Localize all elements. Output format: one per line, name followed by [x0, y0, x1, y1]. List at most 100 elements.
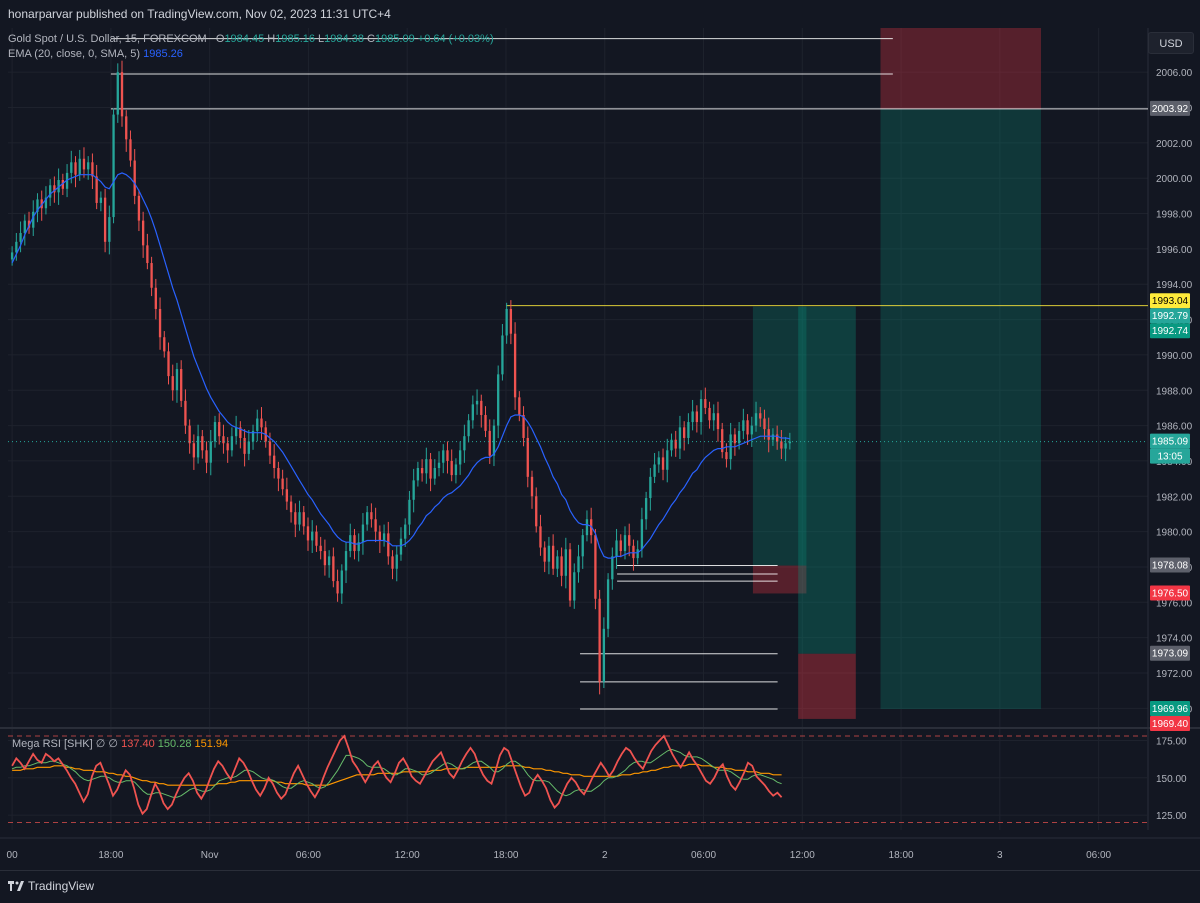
candle-body [573, 572, 576, 601]
rsi-sym-2: ∅ [108, 738, 119, 750]
candle-body [446, 450, 449, 461]
candle-body [611, 556, 614, 580]
price-tick-label: 1996.00 [1156, 245, 1193, 256]
position-box [798, 653, 856, 719]
price-label-box [1150, 308, 1190, 324]
candle-body [243, 437, 246, 454]
price-label-text: 1992.79 [1152, 311, 1189, 322]
price-label-box [1150, 557, 1190, 573]
candle-body [87, 162, 90, 170]
candle-body [742, 420, 745, 431]
time-tick-label: 00 [7, 850, 19, 861]
price-tick-label: 2006.00 [1156, 68, 1193, 79]
candle-body [78, 158, 81, 175]
ema-label[interactable]: EMA (20, close, 0, SMA, 5) [8, 48, 141, 60]
candle-body [420, 468, 424, 474]
candle-body [535, 496, 538, 527]
candle-body [560, 556, 563, 576]
candle-body [53, 185, 56, 193]
candle-body [306, 526, 310, 541]
rsi-sym-1: ∅ [95, 738, 106, 750]
candle-body [382, 533, 386, 541]
price-label-box [1150, 293, 1190, 309]
candle-body [213, 422, 217, 442]
candle-body [598, 598, 601, 682]
candle-body [518, 397, 521, 415]
time-tick-label: 12:00 [790, 850, 815, 861]
candle-body [695, 411, 699, 423]
price-label-text: 1976.50 [1152, 588, 1189, 599]
candle-body [95, 176, 98, 203]
candle-body [251, 430, 255, 442]
time-tick-label: 18:00 [493, 850, 518, 861]
candle-body [619, 540, 622, 552]
rsi-name[interactable]: Mega RSI [SHK] [12, 738, 93, 750]
candle-body [775, 434, 779, 442]
candle-body [484, 414, 487, 431]
time-tick-label: 12:00 [395, 850, 420, 861]
candle-body [180, 369, 183, 401]
candle-body [226, 443, 229, 451]
candle-body [712, 413, 715, 421]
candle-body [218, 422, 221, 437]
symbol-name[interactable]: Gold Spot / U.S. Dollar, 15, FOREXCOM [8, 33, 207, 45]
candle-body [425, 459, 428, 474]
tradingview-logo[interactable]: TradingView [8, 879, 94, 893]
price-tick-label: 1980.00 [1156, 528, 1193, 539]
footer-brand: TradingView [28, 879, 95, 893]
price-tick-label: 1994.00 [1156, 280, 1193, 291]
candle-body [640, 519, 644, 550]
candle-body [522, 414, 525, 438]
candle-body [606, 579, 610, 629]
candle-body [754, 413, 758, 426]
candle-body [112, 114, 115, 218]
high-label: H [267, 33, 276, 45]
candle-body [691, 411, 694, 423]
candle-body [23, 220, 26, 233]
candle-body [602, 628, 606, 682]
time-tick-label: 3 [997, 850, 1003, 861]
candle-body [530, 476, 534, 497]
candle-body [146, 245, 149, 264]
ema-value: 1985.26 [143, 48, 183, 60]
price-tick-label: 1976.00 [1156, 598, 1193, 609]
currency-button[interactable]: USD [1148, 32, 1194, 54]
candle-body [644, 498, 648, 520]
open-label: O [215, 33, 225, 45]
candle-body [412, 480, 415, 500]
candle-body [513, 333, 517, 398]
candle-body [353, 535, 356, 552]
candle-body [463, 436, 466, 451]
candle-body [687, 422, 690, 438]
candle-body [273, 455, 276, 469]
price-tick-label: 2000.00 [1156, 174, 1193, 185]
price-label-text: 1993.04 [1152, 296, 1189, 307]
candle-body [302, 512, 305, 527]
candle-body [750, 425, 753, 435]
time-tick-label: 06:00 [1086, 850, 1111, 861]
candle-body [594, 535, 597, 599]
candle-body [763, 418, 766, 430]
price-label-text: 1985.09 [1152, 437, 1189, 448]
close-value: 1985.09 [374, 33, 415, 45]
candle-body [784, 443, 787, 449]
low-value: 1984.38 [324, 33, 364, 45]
rsi-tick-label: 175.00 [1156, 736, 1187, 747]
candle-body [294, 512, 297, 525]
candle-body [492, 425, 496, 456]
price-tick-label: 1972.00 [1156, 669, 1193, 680]
candle-body [323, 551, 327, 566]
candle-body [556, 556, 559, 569]
candle-body [699, 399, 703, 423]
candle-body [336, 581, 339, 594]
candle-body [196, 436, 200, 458]
candle-body [103, 197, 107, 242]
price-label-text: 1992.74 [1152, 326, 1189, 337]
candle-body [370, 512, 373, 520]
candle-body [767, 429, 770, 440]
candle-body [247, 441, 250, 454]
candle-body [708, 407, 711, 421]
candle-body [340, 570, 343, 594]
rsi-slow-line [12, 763, 782, 786]
